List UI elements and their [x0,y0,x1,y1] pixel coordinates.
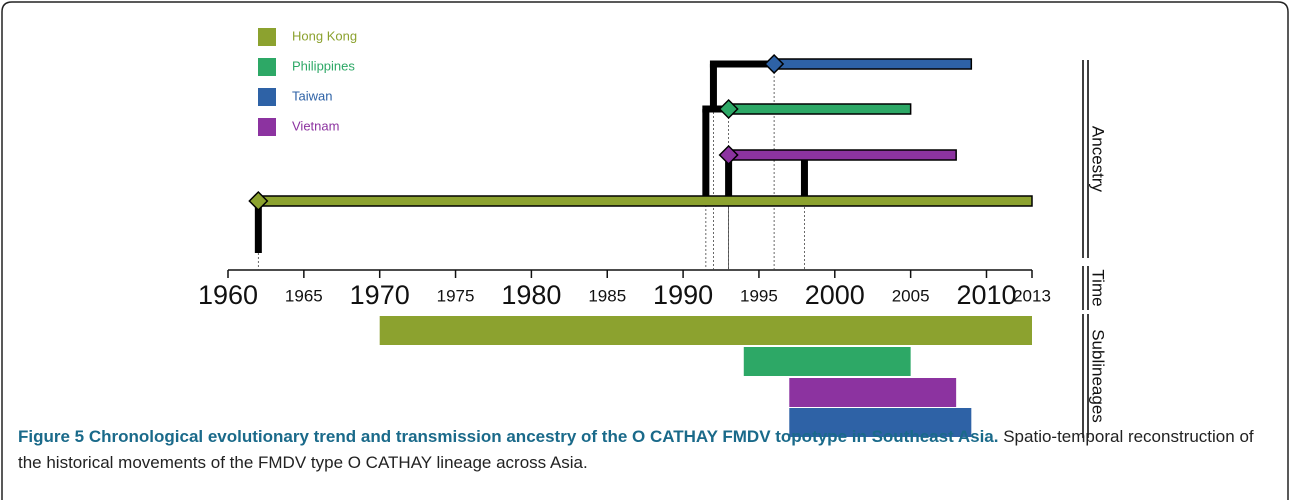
x-tick-label: 1985 [588,286,626,305]
x-tick-label: 1975 [437,286,475,305]
origin-diamond [718,144,739,166]
legend-swatch [258,58,276,76]
origin-diamond [764,53,785,75]
legend-label: Philippines [292,58,355,73]
legend-label: Taiwan [292,88,332,103]
x-tick-label: 2000 [805,280,865,310]
x-tick-label: 1995 [740,286,778,305]
ancestry-bar [727,149,957,161]
caption-text: Spatio-temporal reconstruction of the hi… [18,427,1254,472]
caption: Figure 5 Chronological evolutionary tren… [18,424,1276,476]
sublineage-bar [743,347,911,376]
legend-swatch [258,118,276,136]
legend-label: Hong Kong [292,28,357,43]
x-tick-label: 2013 [1013,286,1051,305]
x-tick-label: 1980 [501,280,561,310]
sublineage-bar [379,316,1032,345]
x-tick-label: 1990 [653,280,713,310]
origin-diamond [248,190,269,212]
ancestry-bar [773,58,973,70]
legend-label: Vietnam [292,118,339,133]
x-tick-label: 1970 [350,280,410,310]
panel-label: Ancestry [1089,126,1108,193]
ancestry-bar [727,103,912,115]
sublineage-bar [789,378,957,407]
x-tick-label: 2005 [892,286,930,305]
x-tick-label: 1965 [285,286,323,305]
legend-swatch [258,88,276,106]
x-tick-label: 1960 [198,280,258,310]
ancestry-bar [257,195,1033,207]
sublineage-bar [789,408,972,437]
panel-label: Time [1089,269,1108,306]
legend-swatch [258,28,276,46]
origin-diamond [718,98,739,120]
caption-title: Figure 5 Chronological evolutionary tren… [18,427,999,446]
panel-label: Sublineages [1089,329,1108,423]
x-tick-label: 2010 [956,280,1016,310]
